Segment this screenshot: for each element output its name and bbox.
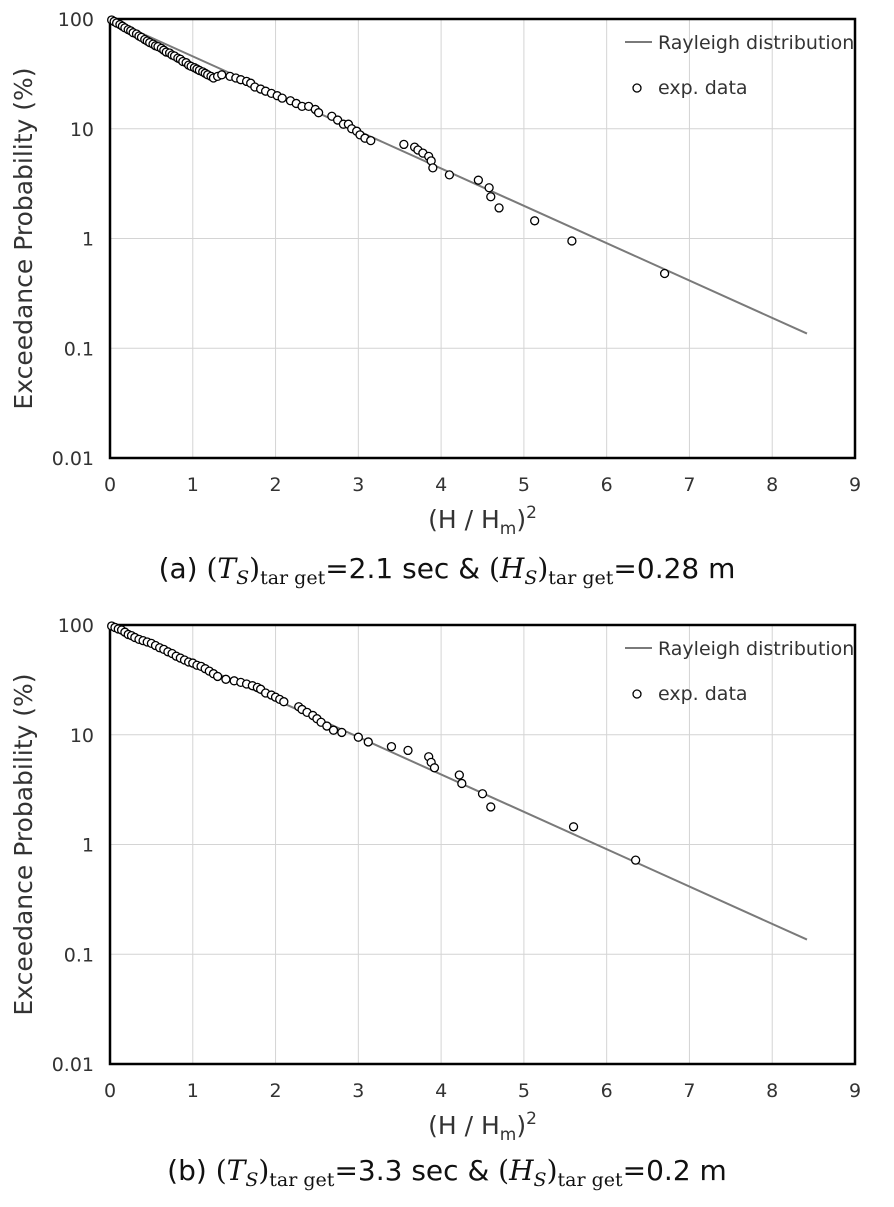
chart-a-data-point xyxy=(313,108,324,118)
chart-a-x-tick-label: 4 xyxy=(435,474,447,496)
chart-b-x-tick-label: 1 xyxy=(187,1080,199,1102)
caption-b-mid: =3.3 sec & xyxy=(334,1154,499,1187)
chart-a-x-tick-label: 3 xyxy=(352,474,364,496)
caption-b: (b) (TS)tar get=3.3 sec & (HS)tar get=0.… xyxy=(167,1154,727,1191)
caption-a-T: T xyxy=(217,552,237,585)
chart-b-x-tick-label: 6 xyxy=(601,1080,613,1102)
chart-b-y-axis-label: Exceedance Probability (%) xyxy=(9,673,38,1015)
caption-b-T: T xyxy=(226,1154,246,1187)
chart-a-y-tick-label: 0.1 xyxy=(64,338,94,360)
caption-b-S2: S xyxy=(533,1169,547,1191)
chart-b-legend-point-swatch xyxy=(632,689,642,699)
caption-b-prefix: (b) xyxy=(167,1154,216,1187)
chart-b-data-point xyxy=(353,732,363,742)
chart-a-x-tick-label: 8 xyxy=(766,474,778,496)
chart-a-data-point xyxy=(399,139,409,150)
chart-b-x-tick-label: 3 xyxy=(352,1080,364,1102)
chart-b-x-tick-label: 4 xyxy=(435,1080,447,1102)
chart-a-legend-label-exp: exp. data xyxy=(658,77,748,99)
chart-a-data-point xyxy=(473,175,484,185)
chart-a-plot-frame xyxy=(108,17,857,460)
chart-b-y-tick-label: 100 xyxy=(58,615,94,637)
chart-a-legend-point-swatch xyxy=(632,83,642,93)
caption-a-mid: =2.1 sec & xyxy=(325,552,489,585)
chart-panel-b: 0 1 2 3 4 5 6 7 8 9 0.01 0.1 1 10 100 (H / Hm)2 Exceedan… xyxy=(0,606,894,1206)
chart-b-y-tick-label: 10 xyxy=(70,725,94,747)
chart-a-rayleigh-line xyxy=(109,18,808,335)
chart-b-data-point xyxy=(486,802,496,812)
chart-b-x-tick-label: 8 xyxy=(766,1080,778,1102)
chart-b-data-point xyxy=(457,778,467,789)
chart-a-x-axis-label: (H / Hm)2 xyxy=(428,503,537,539)
caption-b-target: tar get xyxy=(269,1169,335,1191)
caption-b-H: H xyxy=(509,1154,534,1187)
chart-b-data-point xyxy=(279,697,289,707)
caption-a-target2: tar get xyxy=(548,567,614,589)
chart-a-data-point xyxy=(494,203,504,213)
chart-a-legend-label-rayleigh: Rayleigh distribution xyxy=(658,32,854,54)
chart-b-y-tick-label: 0.1 xyxy=(64,944,94,966)
caption-a-end: =0.28 m xyxy=(613,552,736,585)
chart-b-x-tick-label: 7 xyxy=(683,1080,695,1102)
chart-a-x-tick-label: 5 xyxy=(518,474,530,496)
chart-a-data-point xyxy=(428,163,438,173)
caption-a-S2: S xyxy=(524,567,538,589)
chart-a-data-point xyxy=(486,192,496,202)
chart-a-data-point xyxy=(277,93,287,103)
chart-panel-a: 0 1 2 3 4 5 6 7 8 9 0.01 0.1 1 10 100 (H / Hm)2 Exceedan… xyxy=(0,0,894,600)
chart-a-x-tick-label: 2 xyxy=(270,474,282,496)
chart-b-data-point xyxy=(363,737,373,747)
chart-a-y-tick-label: 10 xyxy=(70,119,94,141)
caption-a-S: S xyxy=(236,567,250,589)
chart-b-data-point xyxy=(386,741,397,752)
chart-b-data-point xyxy=(568,822,579,832)
chart-b-data-point xyxy=(477,789,488,799)
chart-b-y-tick-label: 0.01 xyxy=(52,1054,94,1076)
chart-b-data-point xyxy=(322,721,332,731)
chart-b-data-point xyxy=(454,770,464,780)
caption-a: (a) (TS)tar get=2.1 sec & (HS)tar get=0.… xyxy=(158,552,736,589)
chart-a-data-point xyxy=(366,135,376,146)
chart-a-svg: 0 1 2 3 4 5 6 7 8 9 0.01 0.1 1 10 100 (H / Hm)2 Exceedan… xyxy=(9,9,861,539)
chart-b-data-point xyxy=(403,745,413,756)
chart-a-data-point xyxy=(444,170,455,180)
chart-a-data-point xyxy=(567,236,577,246)
caption-b-S: S xyxy=(245,1169,259,1191)
chart-b-svg: 0 1 2 3 4 5 6 7 8 9 0.01 0.1 1 10 100 (H / Hm)2 Exceedan… xyxy=(9,615,861,1145)
chart-b-plot-frame xyxy=(108,623,857,1066)
chart-a-y-axis-label: Exceedance Probability (%) xyxy=(9,67,38,409)
chart-a-data-point xyxy=(484,183,494,193)
chart-b-data-point xyxy=(221,674,231,684)
chart-b-x-tick-label: 9 xyxy=(849,1080,861,1102)
chart-a-data-point xyxy=(659,268,670,279)
chart-a-x-tick-label: 6 xyxy=(601,474,613,496)
chart-b-legend-label-rayleigh: Rayleigh distribution xyxy=(658,638,854,660)
chart-a-x-tick-label: 7 xyxy=(683,474,695,496)
chart-b-data-point xyxy=(429,763,440,773)
caption-b-end: =0.2 m xyxy=(622,1154,727,1187)
chart-a-data-point xyxy=(217,70,227,80)
chart-b-data-point xyxy=(630,855,641,865)
caption-a-prefix: (a) xyxy=(158,552,207,585)
chart-a-x-tick-label: 9 xyxy=(849,474,861,496)
caption-a-H: H xyxy=(499,552,525,585)
chart-a-y-tick-label: 1 xyxy=(82,229,94,251)
chart-b-y-tick-label: 1 xyxy=(82,835,94,857)
chart-b-x-tick-label: 5 xyxy=(518,1080,530,1102)
chart-a-data-point xyxy=(530,216,540,226)
chart-b-x-axis-label: (H / Hm)2 xyxy=(428,1109,537,1145)
caption-b-target2: tar get xyxy=(557,1169,623,1191)
chart-a-y-tick-label: 100 xyxy=(58,9,94,31)
chart-b-data-point xyxy=(328,725,339,735)
chart-b-data-point xyxy=(212,671,223,682)
chart-b-data-point xyxy=(337,727,347,738)
chart-b-x-tick-label: 2 xyxy=(270,1080,282,1102)
chart-b-x-tick-label: 0 xyxy=(104,1080,116,1102)
chart-a-x-tick-label: 0 xyxy=(104,474,116,496)
chart-a-y-tick-label: 0.01 xyxy=(52,448,94,470)
chart-a-x-tick-label: 1 xyxy=(187,474,199,496)
caption-a-target: tar get xyxy=(260,567,326,589)
chart-b-legend-label-exp: exp. data xyxy=(658,683,748,705)
